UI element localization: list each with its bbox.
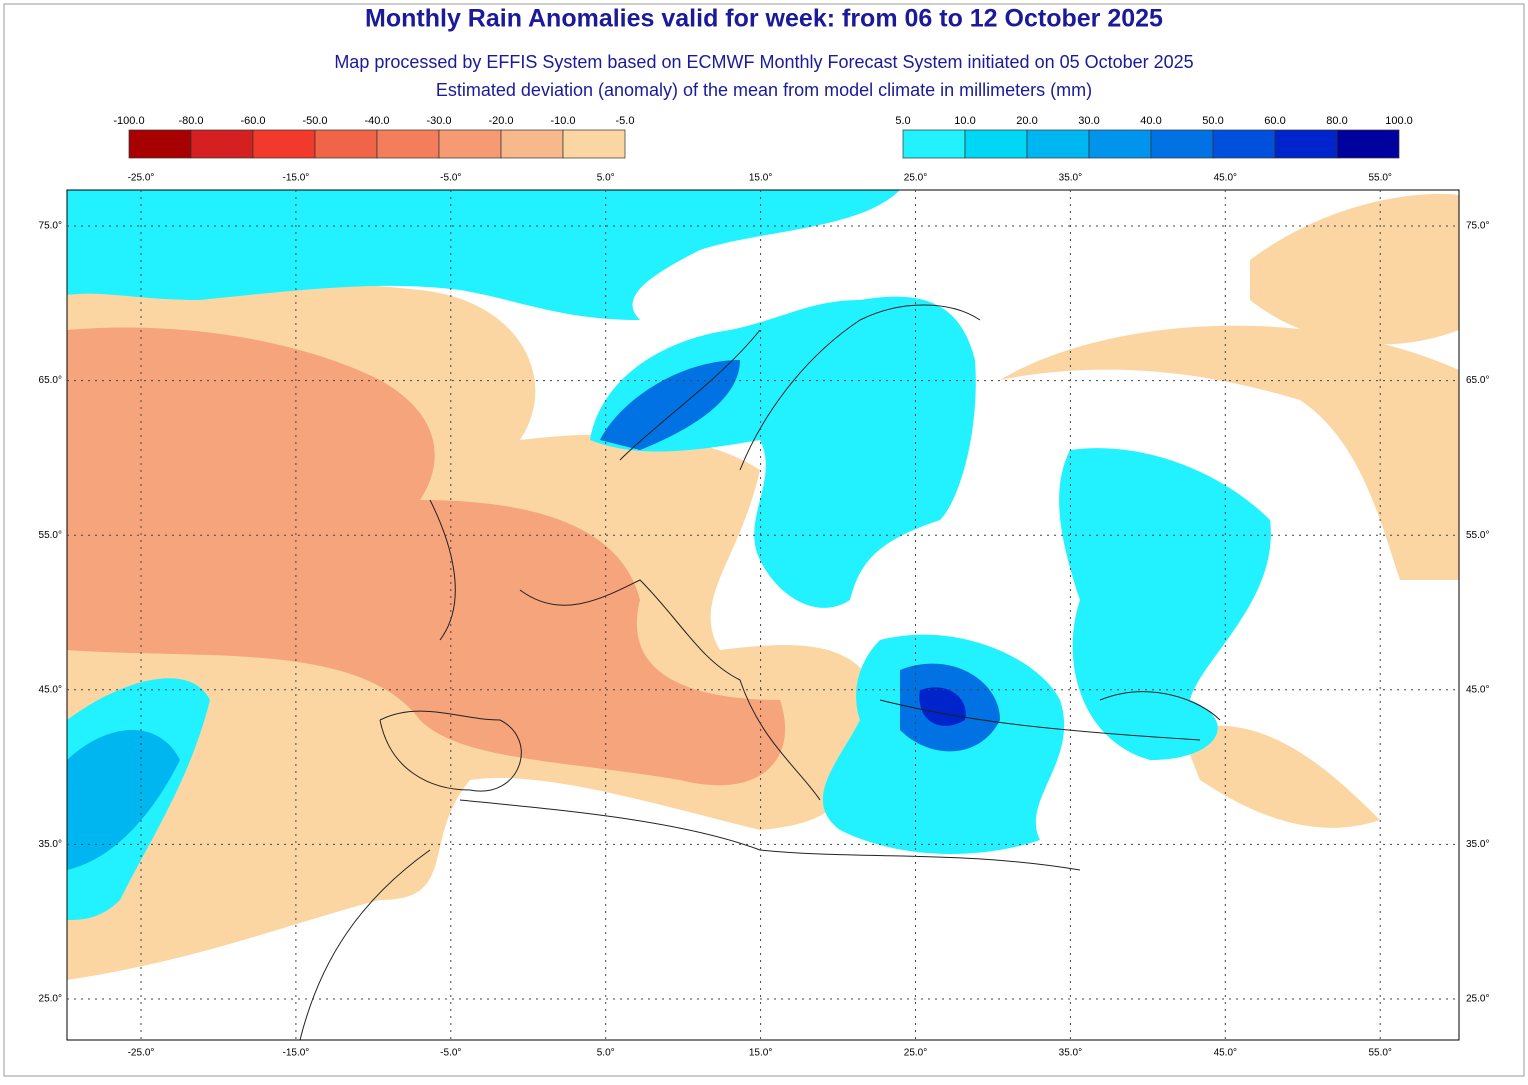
longitude-label: 5.0° [597, 173, 615, 184]
latitude-label: 65.0° [39, 375, 62, 386]
legend-swatch [376, 129, 440, 159]
legend-swatch [902, 129, 966, 159]
longitude-label: 25.0° [904, 1048, 927, 1059]
cyan-anomaly-area [1059, 448, 1271, 760]
latitude-label: 55.0° [39, 530, 62, 541]
legend-label: 20.0 [1016, 115, 1037, 127]
legend-swatch [128, 129, 192, 159]
dark-blue-anomaly-area [919, 687, 966, 726]
longitude-label: 35.0° [1059, 1048, 1082, 1059]
latitude-label: 65.0° [1466, 375, 1489, 386]
legend-label: -50.0 [302, 115, 327, 127]
legend-swatch [500, 129, 564, 159]
legend-label: 40.0 [1140, 115, 1161, 127]
legend-label: -5.0 [616, 115, 635, 127]
legend-label: 30.0 [1078, 115, 1099, 127]
longitude-label: -25.0° [128, 173, 155, 184]
latitude-label: 75.0° [1466, 221, 1489, 232]
longitude-label: 35.0° [1059, 173, 1082, 184]
longitude-label: -15.0° [283, 173, 310, 184]
legend-swatch [438, 129, 502, 159]
longitude-label: 15.0° [749, 173, 772, 184]
latitude-label: 45.0° [39, 684, 62, 695]
subtitle: Map processed by EFFIS System based on E… [334, 52, 1193, 72]
legend-label: 60.0 [1264, 115, 1285, 127]
longitude-label: -5.0° [440, 1048, 461, 1059]
longitude-label: 45.0° [1214, 173, 1237, 184]
legend-label: 10.0 [954, 115, 975, 127]
description: Estimated deviation (anomaly) of the mea… [436, 80, 1092, 100]
blue-anomaly-area [600, 360, 740, 450]
legend-label: 80.0 [1326, 115, 1347, 127]
latitude-label: 25.0° [1466, 994, 1489, 1005]
legend-swatch [562, 129, 626, 159]
legend-swatch [1026, 129, 1090, 159]
legend-swatch [1336, 129, 1400, 159]
legend-swatch [1150, 129, 1214, 159]
legend-label: -30.0 [426, 115, 451, 127]
legend-label: 50.0 [1202, 115, 1223, 127]
legend-label: 100.0 [1385, 115, 1413, 127]
legend-swatch [964, 129, 1028, 159]
longitude-label: 5.0° [597, 1048, 615, 1059]
longitude-label: -25.0° [128, 1048, 155, 1059]
orange-anomaly-area [67, 327, 786, 786]
legend-swatch [1088, 129, 1152, 159]
longitude-label: 55.0° [1368, 1048, 1391, 1059]
longitude-label: 25.0° [904, 173, 927, 184]
latitude-label: 25.0° [39, 994, 62, 1005]
legend-label: 5.0 [895, 115, 910, 127]
legend-label: -80.0 [178, 115, 203, 127]
legend-swatch [252, 129, 316, 159]
legend-swatch [314, 129, 378, 159]
cyan-anomaly-area [67, 190, 900, 320]
tan-anomaly-area [1250, 193, 1459, 345]
latitude-label: 75.0° [39, 221, 62, 232]
legend-swatch [1212, 129, 1276, 159]
coastline [299, 304, 1221, 1040]
legend-swatch [190, 129, 254, 159]
map-area [67, 190, 1459, 1040]
legend-label: -20.0 [488, 115, 513, 127]
longitude-label: -5.0° [440, 173, 461, 184]
longitude-label: 15.0° [749, 1048, 772, 1059]
map-frame [66, 189, 1460, 1041]
longitude-label: -15.0° [283, 1048, 310, 1059]
legend-label: -60.0 [240, 115, 265, 127]
legend-label: -100.0 [113, 115, 144, 127]
legend-swatch [1274, 129, 1338, 159]
latitude-label: 55.0° [1466, 530, 1489, 541]
blue-anomaly-area [67, 730, 180, 870]
latitude-label: 35.0° [39, 839, 62, 850]
legend-label: -40.0 [364, 115, 389, 127]
longitude-label: 45.0° [1214, 1048, 1237, 1059]
latitude-label: 35.0° [1466, 839, 1489, 850]
tan-anomaly-area [1180, 725, 1380, 828]
latitude-label: 45.0° [1466, 684, 1489, 695]
legend-label: -10.0 [550, 115, 575, 127]
tan-anomaly-area [1000, 325, 1459, 580]
title: Monthly Rain Anomalies valid for week: f… [365, 5, 1163, 33]
longitude-label: 55.0° [1368, 173, 1391, 184]
